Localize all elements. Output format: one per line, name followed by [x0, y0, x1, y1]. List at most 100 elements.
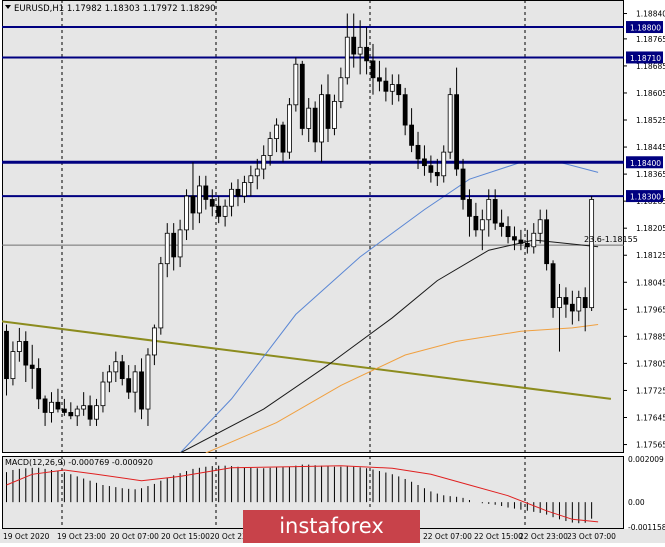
- candle: [81, 392, 87, 416]
- candle-body: [332, 101, 337, 129]
- candle: [473, 202, 479, 237]
- price-pane-frame: [2, 0, 624, 453]
- candle: [254, 158, 260, 190]
- candle: [518, 229, 524, 251]
- candle: [184, 189, 189, 241]
- candle: [87, 395, 93, 426]
- candle: [248, 165, 254, 197]
- candle-body: [94, 405, 99, 420]
- candle-body: [280, 124, 286, 153]
- candle: [332, 94, 337, 136]
- candle: [235, 179, 241, 207]
- watermark-text: instaforex: [279, 514, 384, 538]
- candle-body: [505, 226, 511, 238]
- candle-body: [467, 199, 472, 217]
- candle: [576, 290, 582, 322]
- candle: [287, 98, 292, 159]
- candle: [428, 155, 434, 183]
- candle-body: [396, 84, 402, 96]
- level-price-tag: [626, 190, 663, 203]
- candle: [370, 43, 376, 95]
- macd-axis-label: 0.002009: [628, 455, 664, 464]
- candle-body: [344, 36, 350, 79]
- candle-body: [196, 185, 202, 214]
- candle: [203, 175, 209, 210]
- candle-body: [409, 124, 414, 146]
- candle: [364, 27, 369, 75]
- candle-body: [512, 236, 517, 241]
- candle: [190, 162, 196, 230]
- time-axis-label: 20 Oct 07:00: [110, 532, 159, 541]
- candle-body: [216, 205, 222, 217]
- candle: [312, 101, 318, 153]
- candle-body: [242, 182, 247, 197]
- candle-body: [563, 297, 569, 305]
- price-axis-label: 1.17645: [636, 414, 665, 423]
- candle-body: [492, 199, 498, 224]
- candle: [396, 74, 402, 102]
- candle: [222, 199, 228, 227]
- level-price-tag: [626, 51, 663, 64]
- candle: [467, 189, 472, 237]
- dropdown-triangle-icon: [5, 5, 11, 9]
- candle: [139, 358, 144, 420]
- candle-body: [171, 232, 177, 258]
- candle-body: [447, 94, 453, 153]
- price-axis-label: 1.18205: [636, 224, 665, 233]
- candle-body: [119, 361, 125, 380]
- candle-body: [293, 63, 299, 106]
- candle-body: [274, 124, 279, 140]
- macd-pane: MACD(12,26,9) -0.000769 -0.000920: [2, 456, 624, 529]
- macd-signal-line: [6, 465, 599, 523]
- candle: [145, 348, 151, 426]
- candle: [589, 196, 595, 312]
- candle-body: [325, 94, 331, 129]
- candle-body: [106, 371, 112, 383]
- candle: [94, 398, 99, 426]
- price-axis-label: 1.18605: [636, 89, 665, 98]
- candle: [454, 67, 460, 176]
- candle: [383, 67, 389, 102]
- candle-body: [222, 205, 228, 217]
- candle: [106, 365, 112, 393]
- time-axis-label: 19 Oct 23:00: [57, 532, 106, 541]
- price-axis-label: 1.18045: [636, 278, 665, 287]
- candle: [505, 216, 511, 244]
- candle: [479, 209, 485, 251]
- candle-body: [248, 175, 254, 183]
- candle: [209, 189, 215, 217]
- candle: [531, 223, 537, 254]
- candle-body: [254, 168, 260, 177]
- candle: [512, 226, 517, 251]
- level-price-tag-label: 1.18710: [630, 54, 661, 63]
- candle-body: [499, 222, 505, 227]
- candle: [229, 182, 234, 217]
- candle-body: [113, 361, 119, 373]
- candle-body: [312, 107, 318, 143]
- watermark-logo: [243, 510, 420, 543]
- candle-body: [61, 408, 67, 413]
- level-price-tag: [626, 21, 663, 34]
- candle-body: [4, 330, 9, 380]
- price-axis-label: 1.18765: [636, 35, 665, 44]
- candle: [299, 60, 305, 136]
- candle-body: [537, 219, 543, 234]
- candle: [151, 324, 157, 366]
- candle: [36, 358, 42, 410]
- candle-body: [486, 199, 492, 221]
- time-axis-label: 20 Oct 23:00: [210, 532, 259, 541]
- candle-body: [351, 36, 357, 55]
- candle-body: [68, 412, 74, 417]
- candle-body: [126, 378, 132, 393]
- candle-body: [531, 232, 537, 248]
- moving-average-3: [205, 324, 599, 453]
- candle-body: [49, 401, 54, 413]
- candle-body: [139, 371, 144, 410]
- candle-body: [267, 138, 273, 156]
- candle-body: [364, 46, 369, 62]
- candle: [55, 388, 61, 413]
- candle: [100, 371, 106, 413]
- candle-body: [524, 243, 530, 248]
- candle: [351, 13, 357, 68]
